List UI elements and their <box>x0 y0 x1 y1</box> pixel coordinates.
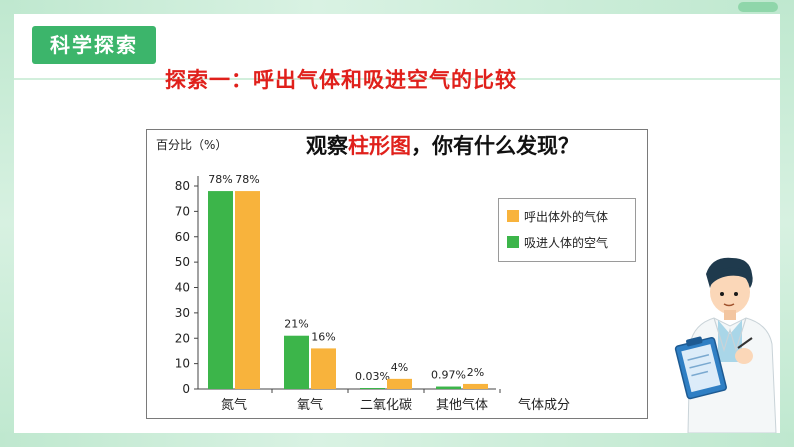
bar-exhaled <box>311 348 336 389</box>
data-label: 4% <box>391 361 408 374</box>
frame-left <box>0 0 14 447</box>
decorative-line <box>14 78 780 80</box>
teacher-illustration <box>674 257 777 433</box>
y-tick-label: 60 <box>175 230 190 244</box>
y-tick-label: 30 <box>175 306 190 320</box>
clipboard-icon <box>674 336 727 400</box>
slide-title: 探索一：呼出气体和吸进空气的比较 <box>165 67 517 92</box>
bar-inhaled <box>208 191 233 389</box>
x-tick-label: 其他气体 <box>436 397 488 413</box>
data-label: 0.97% <box>431 369 466 382</box>
decorative-pill <box>738 2 778 12</box>
x-tick-label: 氧气 <box>297 397 323 413</box>
legend-swatch-inhaled <box>507 236 519 248</box>
y-tick-label: 0 <box>182 382 190 396</box>
bar-exhaled <box>463 383 488 389</box>
data-label: 2% <box>467 366 484 379</box>
data-label: 78% <box>208 173 232 186</box>
teacher-hair-fringe <box>710 267 752 286</box>
legend-item-exhaled: 呼出体外的气体 <box>507 207 608 227</box>
legend-label-exhaled: 呼出体外的气体 <box>524 210 609 224</box>
legend-item-inhaled: 吸进人体的空气 <box>507 233 608 253</box>
x-axis-label: 气体成分 <box>518 397 570 413</box>
chart-legend: 呼出体外的气体 吸进人体的空气 <box>498 198 636 262</box>
question-prefix: 观察 <box>306 133 348 158</box>
legend-swatch-exhaled <box>507 210 519 222</box>
bar-exhaled <box>235 191 260 389</box>
bar-inhaled <box>436 386 461 389</box>
x-tick-label: 氮气 <box>221 397 247 413</box>
y-tick-label: 80 <box>175 179 190 193</box>
y-tick-label: 10 <box>175 357 190 371</box>
bar-exhaled <box>387 378 412 389</box>
frame-bottom <box>0 433 794 447</box>
frame-top <box>0 0 794 14</box>
frame-right <box>780 0 794 447</box>
data-label: 0.03% <box>355 370 390 383</box>
question-text: 观察柱形图，你有什么发现？ <box>306 130 579 160</box>
x-tick-label: 二氧化碳 <box>360 398 412 413</box>
legend-label-inhaled: 吸进人体的空气 <box>524 236 609 250</box>
bar-inhaled <box>284 335 309 389</box>
bar-inhaled <box>360 388 385 389</box>
teacher-face <box>710 270 750 314</box>
question-suffix: ，你有什么发现？ <box>411 133 579 158</box>
data-label: 21% <box>284 318 308 331</box>
bar-chart: 百分比（%） 0 10 20 30 40 50 60 70 80 78% 78% 氮气 21%16% 氧气 0… <box>156 138 570 413</box>
question-highlight: 柱形图 <box>348 133 411 158</box>
y-axis-label: 百分比（%） <box>156 138 227 152</box>
y-tick-label: 70 <box>175 204 190 218</box>
y-tick-label: 20 <box>175 331 190 345</box>
section-badge: 科学探索 <box>32 26 156 64</box>
y-tick-label: 40 <box>175 281 190 295</box>
data-label: 78% <box>235 173 259 186</box>
data-label: 16% <box>311 330 335 343</box>
y-tick-label: 50 <box>175 255 190 269</box>
